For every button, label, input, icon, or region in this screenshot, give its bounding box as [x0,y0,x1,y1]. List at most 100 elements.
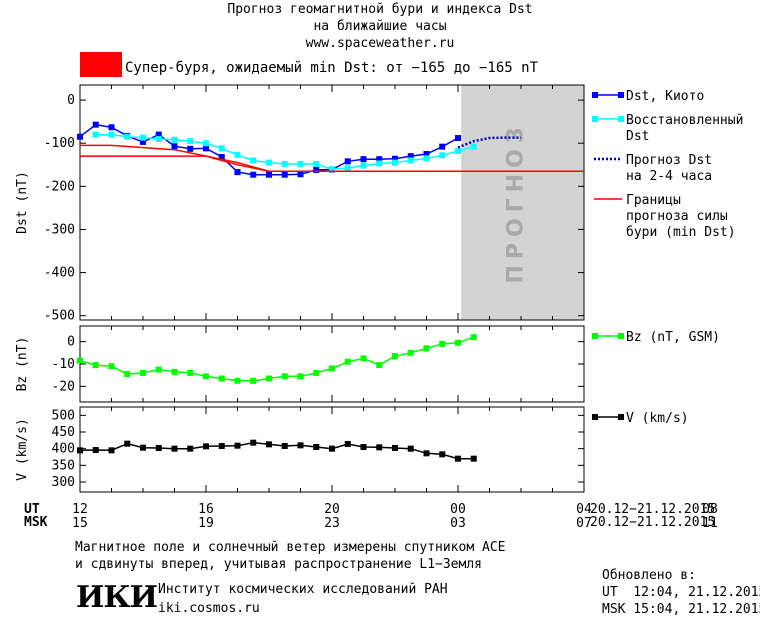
legend-marker [592,116,598,122]
data-point [187,369,194,376]
x-tick-label-ut: 20 [324,502,340,517]
data-point [313,166,320,173]
x-tick-label-msk: 07 [576,516,592,531]
panel-frame [79,325,585,403]
data-point [407,445,414,452]
data-point [392,159,398,166]
data-point [392,445,398,451]
updated-ut: UT 12:04, 21.12.2015 [602,585,760,600]
y-tick-label: -20 [52,379,75,394]
data-point [297,171,304,178]
y-tick-label: -10 [52,357,75,372]
data-point [250,377,257,384]
data-point [344,158,351,165]
data-point [281,373,288,380]
data-point [92,121,99,128]
data-point [423,450,430,457]
data-point [344,358,351,365]
data-point [187,445,194,452]
legend-label: бури (min Dst) [626,225,736,240]
data-point [376,444,383,451]
updated-msk: MSK 15:04, 21.12.2015 [602,602,760,617]
data-point [77,447,83,454]
data-point [376,156,383,163]
data-point [423,155,430,162]
y-tick-label: -500 [44,309,75,324]
data-point [344,441,351,447]
data-point [250,171,257,178]
data-point [250,439,257,446]
data-point [155,135,162,142]
series-line [79,123,459,176]
y-tick-label: -300 [44,222,75,237]
forecast-label: ПРОГНОЗ [504,121,529,283]
data-point [171,143,178,150]
data-point [297,373,304,380]
data-point [455,135,461,142]
y-tick-label: -200 [44,179,75,194]
y-tick-label: 450 [52,425,75,440]
x-tick-label-ut: 16 [198,502,214,517]
y-axis-label: Dst (nT) [15,171,30,234]
y-tick-label: 350 [52,458,75,473]
x-tick-label-msk: 23 [324,516,340,531]
series-line [80,155,584,172]
legend-label: Dst, Киото [626,89,704,104]
data-point [439,340,446,347]
institute-name: Институт космических исследований РАН [158,582,448,597]
y-tick-label: -100 [44,136,75,151]
data-point [171,368,178,375]
institute-site[interactable]: iki.cosmos.ru [158,601,260,616]
data-point [140,369,146,376]
legend-marker [592,92,598,98]
x-tick-label-ut: 00 [450,502,466,517]
data-point [455,455,461,462]
data-point [155,445,162,451]
data-point [297,160,304,167]
data-point [124,371,131,378]
data-point [234,169,241,176]
data-point [281,160,288,167]
data-point [439,143,446,150]
legend-label: на 2-4 часа [626,169,712,184]
legend-label: Bz (nT, GSM) [626,330,720,345]
data-point [124,133,131,140]
data-point [266,375,272,382]
x-tick-label-msk: 19 [198,516,214,531]
data-point [470,143,477,150]
legend-marker [618,414,624,420]
data-point [77,133,83,140]
data-point [455,147,461,154]
data-point [407,157,414,164]
y-tick-label: 300 [52,475,75,490]
data-point [392,155,398,162]
x-tick-label-ut: 08 [702,502,718,517]
data-point [218,145,225,152]
data-point [218,375,225,382]
data-point [329,166,335,173]
data-point [108,363,115,370]
legend-label: Границы [626,193,681,208]
chart-subtitle: на ближайшие часы [313,19,447,34]
x-tick-label-msk: 11 [702,516,718,531]
data-point [392,353,398,360]
data-point [470,334,477,341]
data-point [234,151,241,158]
data-point [92,447,99,453]
data-point [376,160,383,167]
data-point [423,150,430,157]
y-tick-label: 0 [67,93,75,108]
legend-marker [618,333,624,339]
data-point [124,440,131,447]
data-point [313,444,320,450]
y-axis-label: V (km/s) [15,418,30,481]
y-axis-label: Bz (nT) [15,337,30,392]
x-tick-label-ut: 12 [72,502,88,517]
source-url[interactable]: www.spaceweather.ru [305,36,455,51]
data-point [360,444,367,450]
data-point [360,162,367,169]
updated-label: Обновлено в: [602,568,696,583]
y-tick-label: -400 [44,266,75,281]
data-point [218,443,225,449]
